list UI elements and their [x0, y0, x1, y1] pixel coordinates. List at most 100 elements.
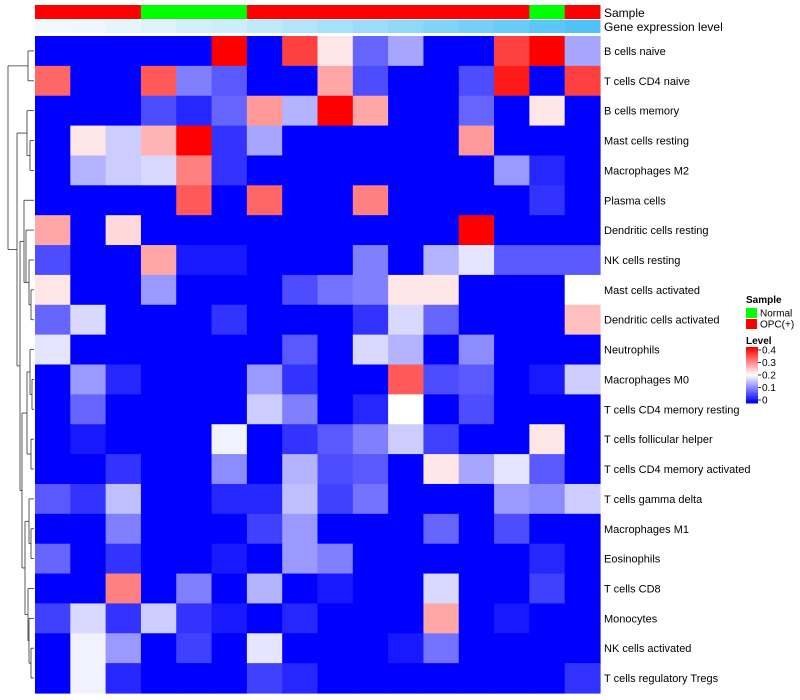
- level-gradient-step: [746, 361, 758, 363]
- heatmap-cell: [317, 603, 354, 634]
- heatmap-cell: [317, 95, 354, 127]
- heatmap-cell: [388, 364, 425, 395]
- heatmap-cell: [176, 513, 213, 545]
- sample-annotation-cell: [529, 5, 566, 19]
- heatmap-cell: [388, 394, 425, 425]
- expression-annotation-cell: [35, 20, 71, 33]
- heatmap-cell: [246, 454, 283, 485]
- heatmap-cell: [388, 483, 425, 515]
- level-gradient-step: [746, 401, 758, 404]
- heatmap-cell: [458, 155, 495, 186]
- heatmap-cell: [388, 65, 425, 97]
- heatmap-cell: [458, 573, 495, 605]
- heatmap-cell: [282, 36, 319, 67]
- heatmap-cell: [352, 125, 389, 157]
- heatmap-cell: [423, 334, 460, 366]
- heatmap-cell: [70, 95, 107, 127]
- heatmap-cell: [352, 573, 389, 605]
- heatmap-cell: [458, 95, 495, 127]
- heatmap-cell: [458, 334, 495, 366]
- heatmap-cell: [35, 185, 71, 216]
- heatmap-cell: [352, 424, 389, 455]
- sample-annotation-cell: [140, 5, 177, 19]
- heatmap-cell: [105, 334, 142, 366]
- row-label: Dendritic cells resting: [604, 225, 709, 237]
- heatmap-cell: [176, 364, 213, 395]
- legend-label: Normal: [760, 309, 792, 320]
- heatmap-cell: [388, 95, 425, 127]
- row-label: T cells follicular helper: [604, 434, 713, 446]
- heatmap-cell: [105, 245, 142, 276]
- level-tick-label: 0.1: [762, 383, 776, 394]
- sample-annotation-cell: [105, 5, 142, 19]
- heatmap-cell: [211, 663, 248, 694]
- heatmap-cell: [494, 483, 530, 515]
- heatmap-cell: [176, 304, 213, 336]
- heatmap-cell: [529, 483, 566, 515]
- heatmap-cell: [529, 125, 566, 157]
- heatmap-cell: [529, 454, 566, 485]
- heatmap-cell: [211, 274, 248, 306]
- heatmap-cell: [317, 155, 354, 186]
- heatmap-cell: [529, 304, 566, 336]
- heatmap-cell: [388, 36, 425, 67]
- heatmap-cell: [494, 274, 530, 306]
- heatmap-cell: [140, 274, 177, 306]
- heatmap-cell: [246, 274, 283, 306]
- level-gradient-step: [746, 372, 758, 375]
- heatmap-cell: [70, 155, 107, 186]
- heatmap-cell: [105, 633, 142, 664]
- heatmap-cells: [35, 36, 601, 694]
- heatmap-cell: [211, 424, 248, 455]
- heatmap-cell: [458, 483, 495, 515]
- heatmap-cell: [564, 633, 601, 664]
- heatmap-cell: [246, 304, 283, 336]
- level-gradient-step: [746, 356, 758, 359]
- heatmap-cell: [176, 245, 213, 276]
- level-tick-label: 0.2: [762, 371, 776, 382]
- heatmap-cell: [423, 155, 460, 186]
- heatmap-cell: [35, 215, 71, 246]
- heatmap-cell: [317, 513, 354, 545]
- level-gradient-step: [746, 362, 758, 365]
- level-gradient-step: [746, 386, 758, 389]
- heatmap-cell: [176, 633, 213, 664]
- level-gradient-step: [746, 355, 758, 358]
- level-tick-label: 0.4: [762, 346, 776, 357]
- heatmap-cell: [317, 245, 354, 276]
- heatmap-cell: [140, 215, 177, 246]
- level-tick-label: 0: [762, 396, 768, 407]
- heatmap-cell: [246, 95, 283, 127]
- heatmap-cell: [35, 513, 71, 545]
- heatmap-cell: [458, 454, 495, 485]
- expression-annotation-cell: [317, 20, 354, 33]
- heatmap-cell: [211, 65, 248, 97]
- heatmap-cell: [564, 245, 601, 276]
- heatmap-cell: [105, 125, 142, 157]
- level-gradient-step: [746, 384, 758, 387]
- heatmap-cell: [458, 633, 495, 664]
- heatmap-cell: [282, 394, 319, 425]
- heatmap-cell: [458, 304, 495, 336]
- heatmap-cell: [388, 663, 425, 694]
- heatmap-cell: [176, 483, 213, 515]
- legend-swatch: [746, 319, 757, 329]
- heatmap-cell: [35, 394, 71, 425]
- heatmap-cell: [423, 185, 460, 216]
- heatmap-cell: [246, 36, 283, 67]
- heatmap-cell: [388, 274, 425, 306]
- heatmap-cell: [282, 513, 319, 545]
- heatmap-cell: [70, 274, 107, 306]
- row-label: Macrophages M2: [604, 165, 689, 177]
- expression-annotation-cell: [70, 20, 107, 33]
- heatmap-cell: [211, 633, 248, 664]
- heatmap-cell: [494, 663, 530, 694]
- heatmap-cell: [564, 36, 601, 67]
- heatmap-cell: [246, 573, 283, 605]
- heatmap-cell: [423, 424, 460, 455]
- heatmap-cell: [105, 155, 142, 186]
- heatmap-cell: [423, 304, 460, 336]
- heatmap-cell: [423, 364, 460, 395]
- level-tick-label: 0.3: [762, 358, 776, 369]
- heatmap-cell: [140, 334, 177, 366]
